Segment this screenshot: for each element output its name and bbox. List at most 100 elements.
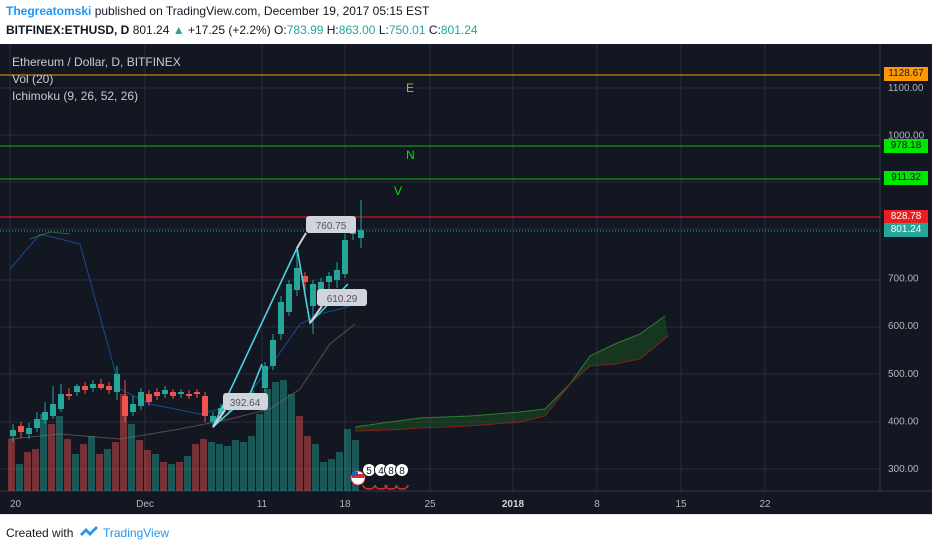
candle-body	[302, 276, 308, 282]
chart-area[interactable]: 760.75 610.29 392.64 E N V 1100.00 1000.0…	[0, 44, 932, 514]
volume-bar	[264, 389, 271, 491]
price-label: 978.18	[884, 139, 928, 154]
event-arc	[395, 484, 409, 490]
candle-body	[178, 392, 184, 394]
x-axis-tick: 11	[257, 499, 268, 510]
volume-bar	[152, 454, 159, 491]
author-link[interactable]: Thegreatomski	[6, 4, 92, 18]
volume-bar	[144, 450, 151, 491]
volume-bar	[344, 429, 351, 491]
callout-610: 610.29	[309, 289, 367, 324]
volume-bar	[120, 394, 127, 491]
candle-body	[18, 426, 24, 432]
x-axis-tick: 20	[10, 499, 22, 510]
event-arc	[362, 484, 376, 490]
volume-bar	[96, 454, 103, 491]
svg-text:610.29: 610.29	[327, 294, 358, 305]
candle-body	[34, 419, 40, 428]
candle-body	[162, 390, 168, 394]
candle-body	[210, 416, 216, 422]
volume-bar	[352, 440, 359, 491]
legend-title: Ethereum / Dollar, D, BITFINEX	[12, 55, 181, 69]
candle-body	[270, 340, 276, 366]
candle-body	[42, 412, 48, 420]
volume-bar	[208, 442, 215, 491]
chart-canvas[interactable]: 760.75 610.29 392.64 E N V 1100.00 1000.0…	[0, 44, 932, 514]
y-axis-tick: 600.00	[888, 321, 919, 332]
candle-body	[310, 284, 316, 306]
open-value: 783.99	[286, 23, 324, 37]
y-axis-tick: 1100.00	[888, 83, 924, 94]
candle-body	[146, 394, 152, 402]
candle-body	[26, 428, 32, 434]
candle-body	[58, 394, 64, 409]
candle-body	[326, 276, 332, 282]
candle-body	[186, 394, 192, 396]
volume-bar	[232, 440, 239, 491]
candle-body	[294, 268, 300, 290]
legend-ichimoku[interactable]: Ichimoku (9, 26, 52, 26)	[12, 89, 139, 103]
volume-bar	[280, 380, 287, 491]
volume-bar	[304, 436, 311, 491]
volume-bar	[8, 439, 15, 491]
candle-body	[278, 302, 284, 334]
event-count: 5	[366, 466, 372, 477]
event-count: 8	[399, 466, 405, 477]
volume-bar	[72, 454, 79, 491]
created-with-text: Created with	[6, 526, 74, 540]
tradingview-brand[interactable]: TradingView	[103, 526, 170, 540]
volume-bar	[320, 462, 327, 491]
svg-text:760.75: 760.75	[316, 221, 347, 232]
event-marker[interactable]	[395, 463, 409, 477]
change-value: +17.25 (+2.2%)	[187, 23, 271, 37]
volume-bar	[240, 442, 247, 491]
volume-bar	[272, 382, 279, 491]
ticker-line: BITFINEX:ETHUSD, D 801.24 ▲ +17.25 (+2.2…	[6, 23, 478, 37]
event-arc	[374, 484, 388, 490]
volume-bar	[184, 456, 191, 491]
volume-bar	[24, 452, 31, 491]
volume-bar	[80, 444, 87, 491]
candle-body	[10, 430, 16, 436]
high-label: H:	[326, 23, 339, 37]
candle-body	[74, 386, 80, 392]
y-axis-tick: 700.00	[888, 274, 919, 285]
candle-body	[194, 392, 200, 394]
volume-bar	[136, 440, 143, 491]
us-flag-canton	[352, 472, 358, 476]
volume-bar	[112, 442, 119, 491]
volume-bar	[128, 424, 135, 491]
tradingview-logo-icon[interactable]	[78, 524, 100, 540]
volume-bar	[88, 436, 95, 491]
label-e: E	[406, 81, 414, 95]
close-label: C:	[428, 23, 441, 37]
y-axis-tick: 300.00	[888, 464, 919, 475]
candle-body	[122, 396, 128, 416]
legend-volume[interactable]: Vol (20)	[12, 72, 54, 86]
candle-body	[318, 282, 324, 290]
price-label: 828.78	[884, 210, 928, 225]
label-n: N	[406, 148, 415, 162]
volume-bar	[312, 444, 319, 491]
callout-760: 760.75	[296, 216, 356, 249]
x-axis-tick: 22	[759, 499, 771, 510]
change-arrow: ▲	[172, 23, 185, 37]
publish-text: published on TradingView.com, December 1…	[91, 4, 430, 18]
symbol: BITFINEX:ETHUSD, D	[6, 23, 130, 37]
volume-bar	[160, 462, 167, 491]
header: Thegreatomski published on TradingView.c…	[0, 0, 932, 44]
volume-bar	[192, 444, 199, 491]
candle-body	[106, 386, 112, 390]
callout-392: 392.64	[212, 393, 268, 428]
x-axis-tick: 15	[675, 499, 687, 510]
candle-body	[342, 240, 348, 274]
x-axis-tick: 2018	[502, 499, 525, 510]
volume-bar	[328, 459, 335, 491]
volume-bar	[216, 444, 223, 491]
volume-bar	[288, 394, 295, 491]
close-value: 801.24	[440, 23, 478, 37]
x-axis-tick: 18	[339, 499, 351, 510]
x-axis-tick: 8	[594, 499, 600, 510]
event-count: 8	[388, 466, 394, 477]
low-value: 750.01	[388, 23, 426, 37]
